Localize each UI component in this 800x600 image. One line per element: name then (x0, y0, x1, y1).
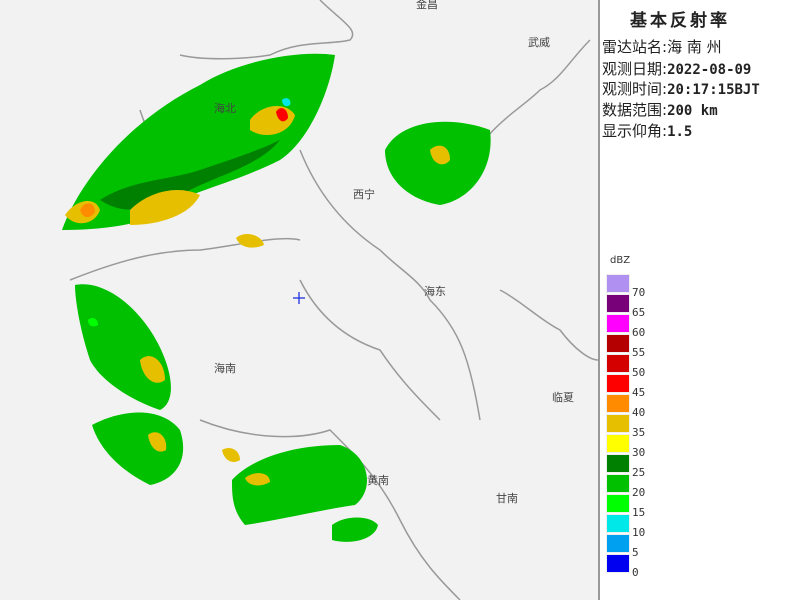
legend-unit: dBZ (610, 255, 631, 266)
legend-label: 70 (632, 286, 646, 299)
product-title: 基本反射率 (630, 11, 730, 31)
city-label: 海北 (214, 102, 236, 115)
info-row-station: 雷达站名:海 南 州 (602, 36, 722, 57)
city-label: 金昌 (416, 0, 438, 11)
boundary-line (199, 419, 461, 600)
legend-swatch (606, 414, 630, 433)
info-label: 雷达站名: (602, 38, 668, 56)
city-label: 海南 (214, 362, 236, 375)
boundary-line (499, 289, 598, 361)
legend-label: 30 (632, 446, 646, 459)
radar-echo (88, 317, 98, 327)
city-label: 甘南 (496, 492, 518, 505)
radar-echo (148, 432, 167, 452)
radar-echo (232, 445, 367, 525)
info-row-date: 观测日期:2022-08-09 (602, 58, 751, 79)
legend-label: 10 (632, 526, 646, 539)
radar-echo (385, 121, 491, 205)
legend-swatch (606, 514, 630, 533)
info-panel: 基本反射率 雷达站名:海 南 州 观测日期:2022-08-09 观测时间:20… (598, 0, 800, 600)
radar-echo (75, 284, 171, 410)
city-label: 西宁 (353, 188, 375, 201)
legend-swatch (606, 554, 630, 573)
radar-echo (130, 190, 200, 225)
city-label: 武威 (528, 36, 550, 49)
radar-center-icon (293, 292, 305, 304)
boundary-line (69, 237, 301, 281)
radar-echo (80, 203, 95, 218)
info-value: 海 南 州 (667, 38, 722, 56)
info-label: 观测时间: (602, 80, 668, 98)
legend-label: 40 (632, 406, 646, 419)
radar-echo-layer (62, 0, 598, 600)
legend-label: 35 (632, 426, 646, 439)
radar-echo (282, 98, 291, 107)
city-label: 黄南 (367, 474, 389, 487)
boundary-line (299, 149, 481, 421)
legend-label: 20 (632, 486, 646, 499)
info-label: 数据范围: (602, 101, 668, 119)
legend-label: 65 (632, 306, 646, 319)
radar-echo (140, 356, 165, 383)
legend-swatch (606, 434, 630, 453)
info-row-elevation: 显示仰角:1.5 (602, 120, 692, 141)
legend-swatch (606, 334, 630, 353)
radar-echo (276, 108, 288, 122)
radar-echo (430, 145, 450, 165)
legend-label: 45 (632, 386, 646, 399)
legend-label: 60 (632, 326, 646, 339)
info-value: 200 km (667, 103, 718, 119)
legend-label: 0 (632, 566, 639, 579)
legend-label: 5 (632, 546, 639, 559)
city-label: 临夏 (552, 391, 574, 404)
radar-echo (100, 140, 280, 210)
legend-swatch (606, 274, 630, 293)
legend-swatch (606, 474, 630, 493)
info-value: 20:17:15BJT (667, 82, 760, 98)
radar-echo (92, 412, 184, 485)
legend-swatch (606, 454, 630, 473)
legend-swatch (606, 534, 630, 553)
info-label: 显示仰角: (602, 122, 668, 140)
legend-swatch (606, 374, 630, 393)
legend-swatch (606, 494, 630, 513)
legend-label: 15 (632, 506, 646, 519)
legend-label: 55 (632, 346, 646, 359)
info-row-time: 观测时间:20:17:15BJT (602, 78, 760, 99)
legend-swatch (606, 394, 630, 413)
info-row-range: 数据范围:200 km (602, 99, 718, 120)
radar-echo (332, 517, 378, 542)
legend-label: 25 (632, 466, 646, 479)
boundary-line (179, 0, 354, 60)
radar-echo (245, 473, 270, 486)
legend-swatch (606, 354, 630, 373)
info-label: 观测日期: (602, 60, 668, 78)
radar-echo (236, 234, 264, 248)
info-value: 2022-08-09 (667, 62, 752, 78)
legend-swatch (606, 314, 630, 333)
city-label: 海东 (424, 285, 446, 298)
legend-label: 50 (632, 366, 646, 379)
radar-echo (222, 448, 240, 462)
radar-echo (62, 53, 335, 230)
info-value: 1.5 (667, 124, 693, 140)
radar-map[interactable]: 金昌 武威 海北 西宁 海东 海南 临夏 黄南 甘南 (0, 0, 598, 600)
legend-swatch (606, 294, 630, 313)
